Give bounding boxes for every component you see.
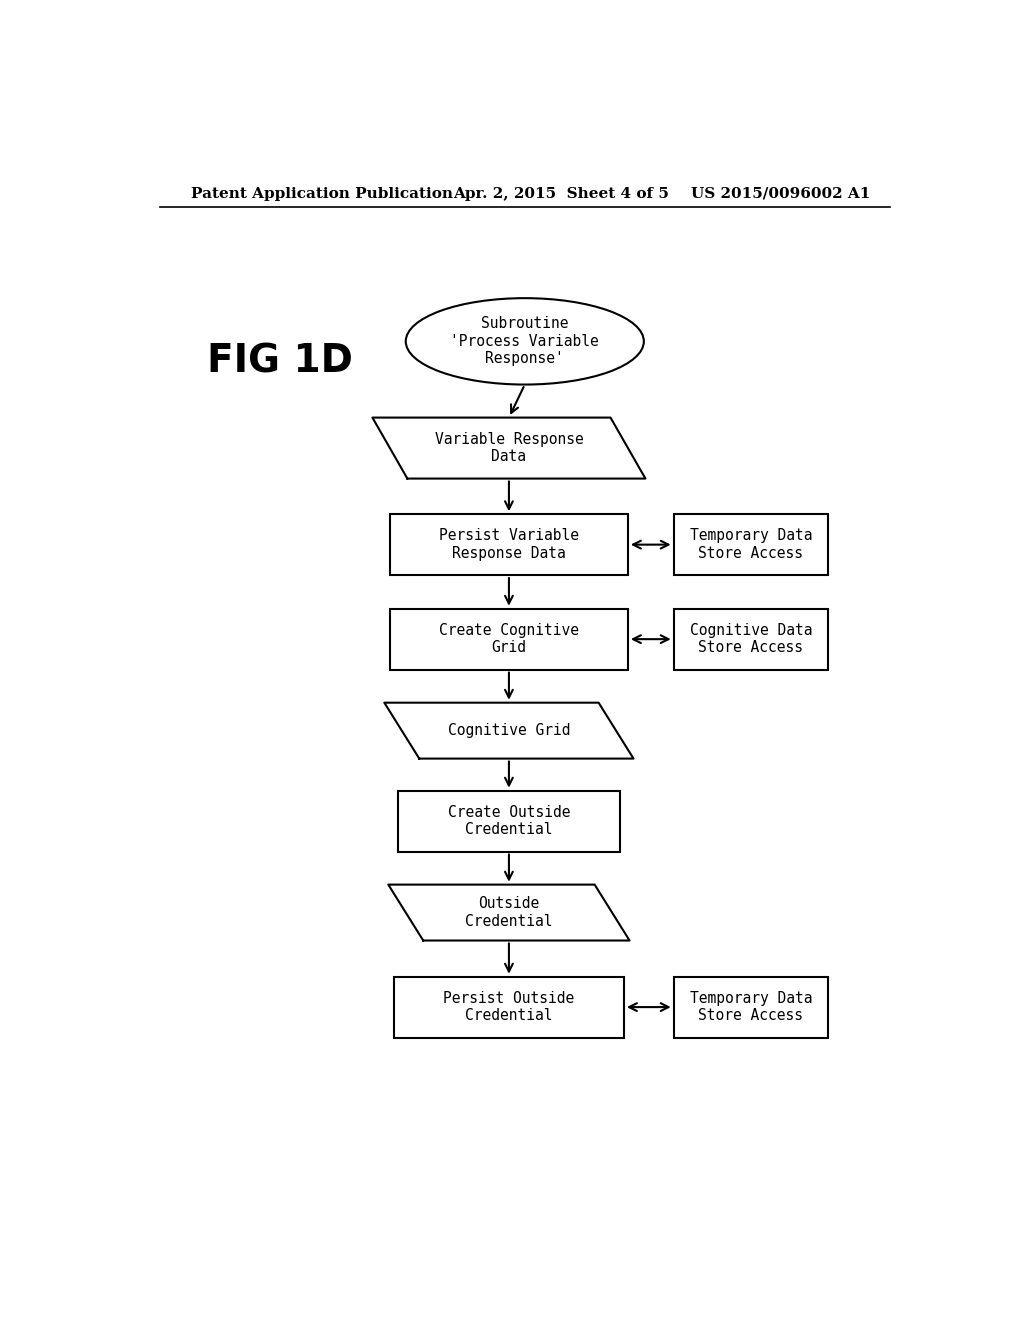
Text: Persist Outside
Credential: Persist Outside Credential [443,991,574,1023]
Text: Subroutine
'Process Variable
Response': Subroutine 'Process Variable Response' [451,317,599,366]
Text: Persist Variable
Response Data: Persist Variable Response Data [439,528,579,561]
Text: Apr. 2, 2015  Sheet 4 of 5: Apr. 2, 2015 Sheet 4 of 5 [454,187,670,201]
Text: US 2015/0096002 A1: US 2015/0096002 A1 [691,187,870,201]
Bar [674,515,828,576]
Bar [394,977,624,1038]
Text: Cognitive Grid: Cognitive Grid [447,723,570,738]
Text: Create Outside
Credential: Create Outside Credential [447,805,570,837]
Bar [674,977,828,1038]
Bar [397,791,620,851]
Text: Outside
Credential: Outside Credential [465,896,553,929]
Text: Temporary Data
Store Access: Temporary Data Store Access [690,528,812,561]
Text: Cognitive Data
Store Access: Cognitive Data Store Access [690,623,812,655]
Text: FIG 1D: FIG 1D [207,343,353,380]
Text: Create Cognitive
Grid: Create Cognitive Grid [439,623,579,655]
Text: Patent Application Publication: Patent Application Publication [191,187,454,201]
Text: Variable Response
Data: Variable Response Data [434,432,584,465]
Bar [390,609,628,669]
Bar [674,609,828,669]
Text: Temporary Data
Store Access: Temporary Data Store Access [690,991,812,1023]
Bar [390,515,628,576]
